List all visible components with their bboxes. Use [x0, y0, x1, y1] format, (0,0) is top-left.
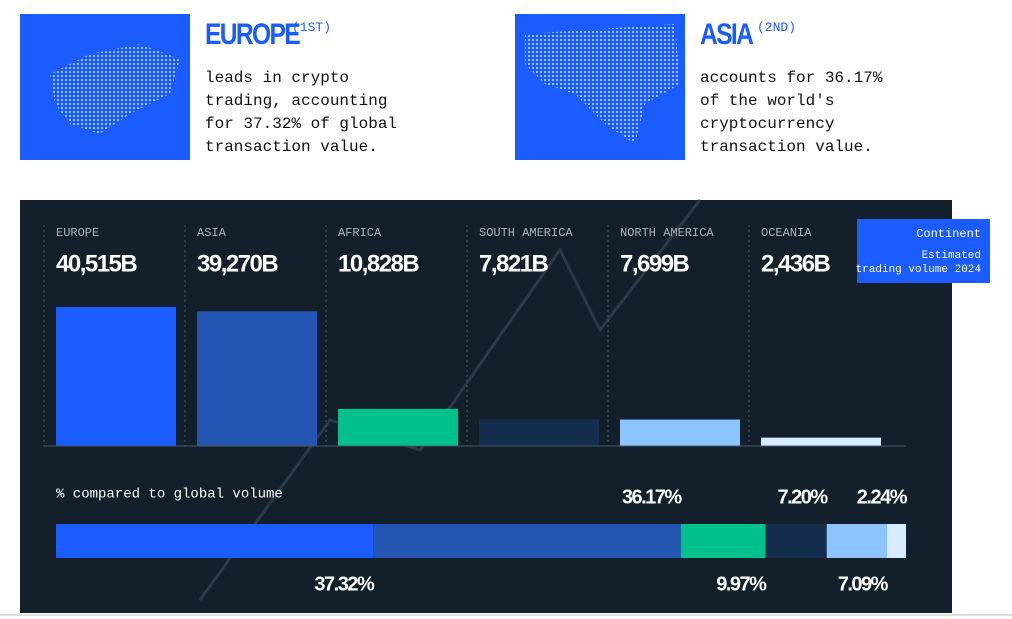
card-text: accounts for 36.17% of the world's crypt… [700, 69, 883, 156]
bar [56, 307, 176, 446]
share-label: 9.97% [716, 573, 767, 595]
value-label: 40,515B [56, 250, 137, 277]
card-title: ASIA [700, 18, 754, 51]
background-decoration [198, 199, 702, 601]
category-label: AFRICA [338, 226, 382, 240]
map-image [20, 14, 190, 160]
share-label: 2.24% [857, 486, 908, 508]
share-segment [680, 524, 766, 558]
card-title: EUROPE [205, 18, 301, 51]
share-segment [886, 524, 906, 558]
bar [338, 408, 458, 446]
category-label: OCEANIA [761, 226, 812, 240]
share-segment [765, 524, 827, 558]
card-rank: (1ST) [292, 20, 332, 35]
share-label: 7.20% [777, 486, 828, 508]
legend-box [857, 219, 990, 283]
category-label: EUROPE [56, 226, 99, 240]
bar [761, 437, 881, 446]
share-label: 37.32% [314, 573, 375, 595]
category-label: SOUTH AMERICA [479, 226, 573, 240]
category-label: NORTH AMERICA [620, 226, 714, 240]
value-label: 39,270B [197, 250, 278, 277]
panel [20, 200, 952, 613]
value-label: 2,436B [761, 250, 831, 277]
share-label: 7.09% [838, 573, 889, 595]
legend-subtitle: Estimated trading volume 2024 [856, 250, 982, 276]
value-label: 7,699B [620, 250, 690, 277]
value-label: 7,821B [479, 250, 549, 277]
bar [620, 419, 740, 446]
map-image [515, 14, 685, 160]
category-label: ASIA [197, 226, 227, 240]
section-title: % compared to global volume [56, 487, 283, 503]
share-segment [56, 524, 374, 558]
share-segment [373, 524, 681, 558]
share-segment [826, 524, 887, 558]
card-text: leads in crypto trading, accounting for … [205, 69, 398, 156]
bar [479, 419, 599, 446]
legend-title: Continent [916, 227, 981, 241]
value-label: 10,828B [338, 250, 419, 277]
card-rank: (2ND) [757, 20, 797, 35]
share-label: 36.17% [622, 486, 683, 508]
bar [197, 311, 317, 446]
